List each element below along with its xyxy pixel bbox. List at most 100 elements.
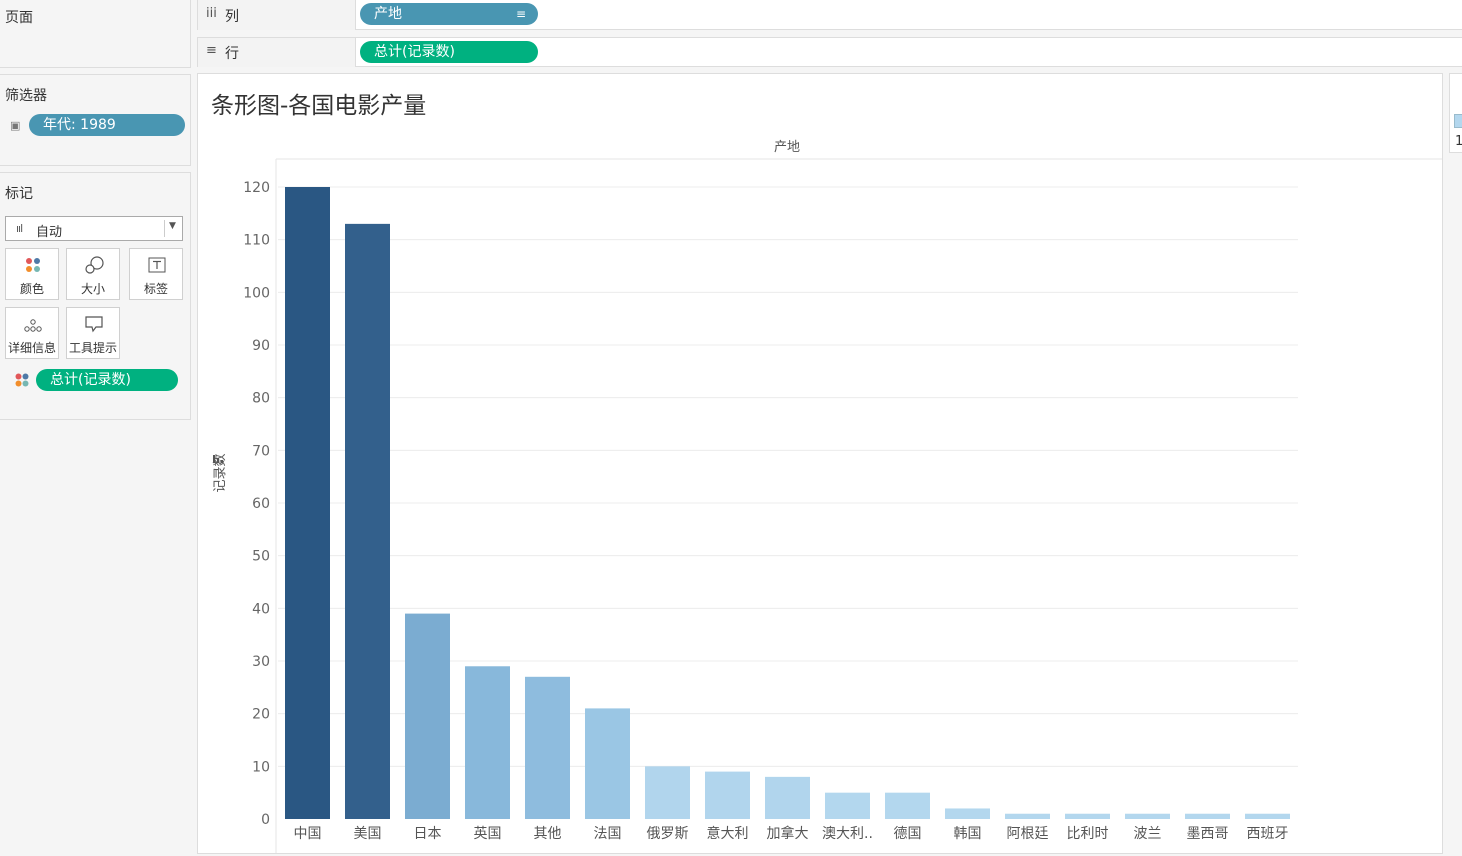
y-tick-label: 90 <box>252 338 270 354</box>
bar[interactable] <box>1005 813 1050 819</box>
x-tick-label: 其他 <box>534 826 562 842</box>
rows-pill-label: 总计(记录数) <box>374 44 455 60</box>
color-legend[interactable]: 1 <box>1449 73 1462 153</box>
x-tick-label: 德国 <box>894 826 922 842</box>
size-button[interactable]: 大小 <box>66 248 120 300</box>
sort-descending-icon[interactable]: ≡ <box>515 7 526 21</box>
bar[interactable] <box>405 613 450 819</box>
size-icon <box>85 256 104 274</box>
x-tick-label: 阿根廷 <box>1007 826 1049 842</box>
text-label-icon <box>148 257 166 273</box>
rows-label: 行 <box>225 46 239 62</box>
bar[interactable] <box>1065 813 1110 819</box>
rows-shelf[interactable]: ≡ 行 总计(记录数) <box>197 37 1462 67</box>
x-tick-label: 法国 <box>594 826 622 842</box>
tooltip-button[interactable]: 工具提示 <box>66 307 120 359</box>
bar[interactable] <box>525 676 570 819</box>
filters-card: 筛选器 ▣ 年代: 1989 <box>0 74 191 166</box>
y-tick-label: 60 <box>252 496 270 512</box>
columns-shelf[interactable]: iii 列 产地 ≡ <box>197 0 1462 30</box>
y-tick-label: 50 <box>252 549 270 565</box>
size-button-label: 大小 <box>80 282 105 296</box>
mark-type-label: 自动 <box>36 225 63 240</box>
x-tick-label: 韩国 <box>954 826 982 842</box>
x-tick-label: 意大利 <box>707 825 749 842</box>
filter-pill-label: 年代: 1989 <box>43 117 116 133</box>
color-encoding-icon <box>15 373 29 387</box>
columns-icon: iii <box>206 6 217 21</box>
bar[interactable] <box>1185 813 1230 819</box>
tooltip-button-label: 工具提示 <box>68 341 117 355</box>
pages-shelf[interactable]: 页面 <box>0 0 191 68</box>
select-divider <box>164 220 165 237</box>
chart-title: 条形图-各国电影产量 <box>211 93 426 119</box>
worksheet-view: 条形图-各国电影产量 产地 0 10 20 30 40 50 60 70 80 90 100 110 1… <box>197 73 1443 854</box>
label-button[interactable]: 标签 <box>129 248 183 300</box>
legend-swatch <box>1454 114 1462 128</box>
marks-pill-label: 总计(记录数) <box>50 372 131 388</box>
x-tick-label: 英国 <box>474 825 502 842</box>
columns-shelf-header: iii 列 <box>198 0 356 30</box>
y-tick-label: 110 <box>243 233 270 249</box>
pages-title: 页面 <box>5 10 33 26</box>
bar[interactable] <box>705 771 750 819</box>
mark-type-select[interactable]: ııl 自动 ▼ <box>5 216 183 241</box>
chevron-down-icon: ▼ <box>169 221 176 231</box>
rows-shelf-header: ≡ 行 <box>198 38 356 67</box>
x-axis-ticks: 中国 美国 日本 英国 其他 法国 俄罗斯 意大利 加拿大 澳大利.. 德国 韩国 阿根廷 比利时 波兰 墨西… <box>294 825 1289 842</box>
legend-value: 1 <box>1455 134 1462 149</box>
bar[interactable] <box>825 792 870 819</box>
y-tick-label: 0 <box>261 812 270 828</box>
x-tick-label: 澳大利.. <box>822 826 873 842</box>
bar[interactable] <box>465 666 510 819</box>
y-axis-ticks: 0 10 20 30 40 50 60 70 80 90 100 110 120 <box>243 180 270 828</box>
bar[interactable] <box>765 776 810 819</box>
bar[interactable] <box>645 766 690 819</box>
rows-icon: ≡ <box>206 43 217 58</box>
detail-icon <box>24 319 42 332</box>
marks-card: 标记 ııl 自动 ▼ 颜色 大小 标签 详 <box>0 172 191 420</box>
filters-title: 筛选器 <box>5 88 47 104</box>
marks-pill-count[interactable]: 总计(记录数) <box>36 369 178 391</box>
filter-pill-year[interactable]: 年代: 1989 <box>29 114 185 136</box>
x-tick-label: 俄罗斯 <box>647 826 689 842</box>
y-tick-label: 120 <box>243 180 270 196</box>
bar[interactable] <box>1245 813 1290 819</box>
label-button-label: 标签 <box>143 282 168 296</box>
bar-chart-icon: ııl <box>16 222 23 235</box>
y-tick-label: 80 <box>252 391 270 407</box>
x-tick-label: 西班牙 <box>1247 826 1289 842</box>
x-tick-label: 美国 <box>354 826 382 842</box>
gridlines <box>278 186 1298 767</box>
color-icon <box>26 258 40 272</box>
detail-button-label: 详细信息 <box>7 341 56 355</box>
bar[interactable] <box>285 187 330 819</box>
columns-label: 列 <box>225 9 239 25</box>
y-axis-label: 记录数 <box>213 453 228 492</box>
rows-pill-count[interactable]: 总计(记录数) <box>360 41 538 63</box>
bar[interactable] <box>345 223 390 819</box>
bar[interactable] <box>1125 813 1170 819</box>
column-header: 产地 <box>774 140 800 155</box>
y-tick-label: 10 <box>252 759 270 775</box>
y-axis-sort-icon[interactable] <box>213 455 223 463</box>
detail-button[interactable]: 详细信息 <box>5 307 59 359</box>
bar[interactable] <box>585 708 630 819</box>
y-tick-label: 20 <box>252 707 270 723</box>
bars <box>285 187 1290 819</box>
x-tick-label: 加拿大 <box>767 825 809 842</box>
x-tick-label: 中国 <box>294 826 322 842</box>
columns-pill-origin[interactable]: 产地 ≡ <box>360 3 538 25</box>
y-tick-label: 40 <box>252 601 270 617</box>
x-tick-label: 波兰 <box>1134 826 1162 842</box>
columns-pill-label: 产地 <box>374 6 402 22</box>
tooltip-icon <box>85 316 103 333</box>
color-button-label: 颜色 <box>19 282 44 296</box>
y-tick-label: 70 <box>252 443 270 459</box>
color-button[interactable]: 颜色 <box>5 248 59 300</box>
bar[interactable] <box>945 808 990 819</box>
bar[interactable] <box>885 792 930 819</box>
filter-calendar-icon: ▣ <box>10 119 21 132</box>
y-tick-label: 100 <box>243 285 270 301</box>
bar-chart: 条形图-各国电影产量 产地 0 10 20 30 40 50 60 70 80 90 100 110 1… <box>211 93 1442 853</box>
